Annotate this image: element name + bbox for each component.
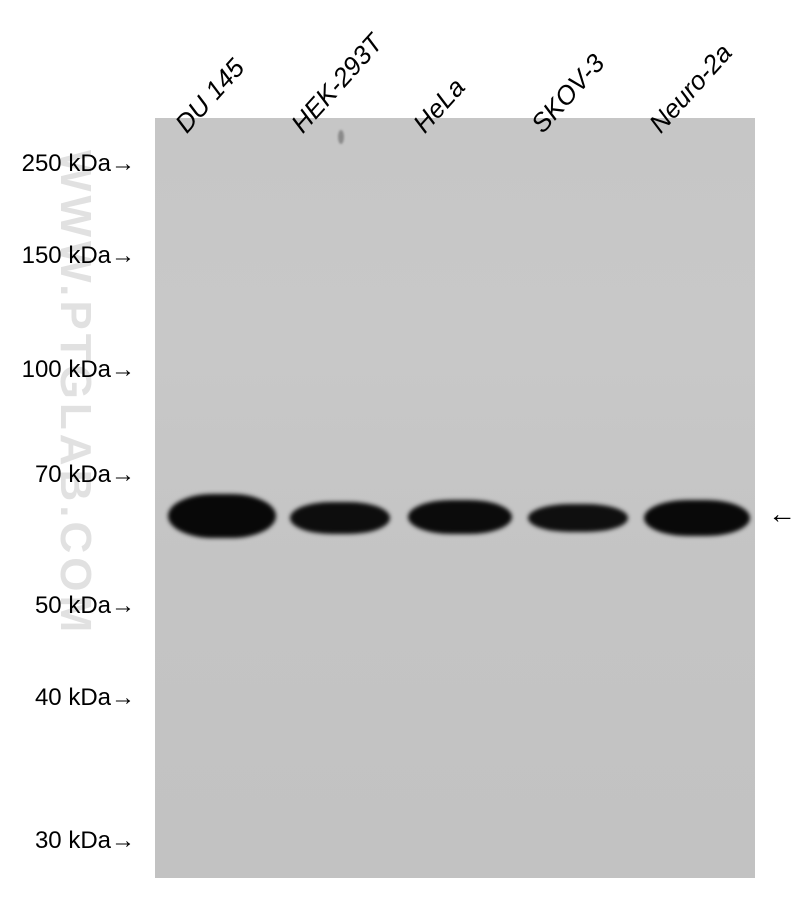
protein-band bbox=[644, 500, 750, 536]
protein-band bbox=[168, 494, 276, 538]
watermark-text: WWW.PTGLAB.COM bbox=[50, 150, 100, 636]
blot-figure: WWW.PTGLAB.COM DU 145 HEK-293T HeLa SKOV… bbox=[0, 0, 810, 903]
mw-marker-label: 50 kDa→ bbox=[0, 592, 135, 620]
mw-marker-label: 150 kDa→ bbox=[0, 242, 135, 270]
arrow-right-icon: → bbox=[111, 684, 135, 712]
mw-marker-label: 70 kDa→ bbox=[0, 461, 135, 489]
mw-marker-label: 100 kDa→ bbox=[0, 356, 135, 384]
arrow-right-icon: → bbox=[111, 150, 135, 178]
mw-marker-label: 40 kDa→ bbox=[0, 684, 135, 712]
arrow-left-icon: ← bbox=[768, 498, 796, 530]
mw-marker-label: 30 kDa→ bbox=[0, 827, 135, 855]
arrow-right-icon: → bbox=[111, 592, 135, 620]
arrow-right-icon: → bbox=[111, 827, 135, 855]
protein-band bbox=[528, 504, 628, 532]
mw-marker-label: 250 kDa→ bbox=[0, 150, 135, 178]
protein-band bbox=[408, 500, 512, 534]
arrow-right-icon: → bbox=[111, 356, 135, 384]
membrane-artifact bbox=[338, 130, 344, 144]
protein-band bbox=[290, 502, 390, 534]
arrow-right-icon: → bbox=[111, 242, 135, 270]
arrow-right-icon: → bbox=[111, 461, 135, 489]
